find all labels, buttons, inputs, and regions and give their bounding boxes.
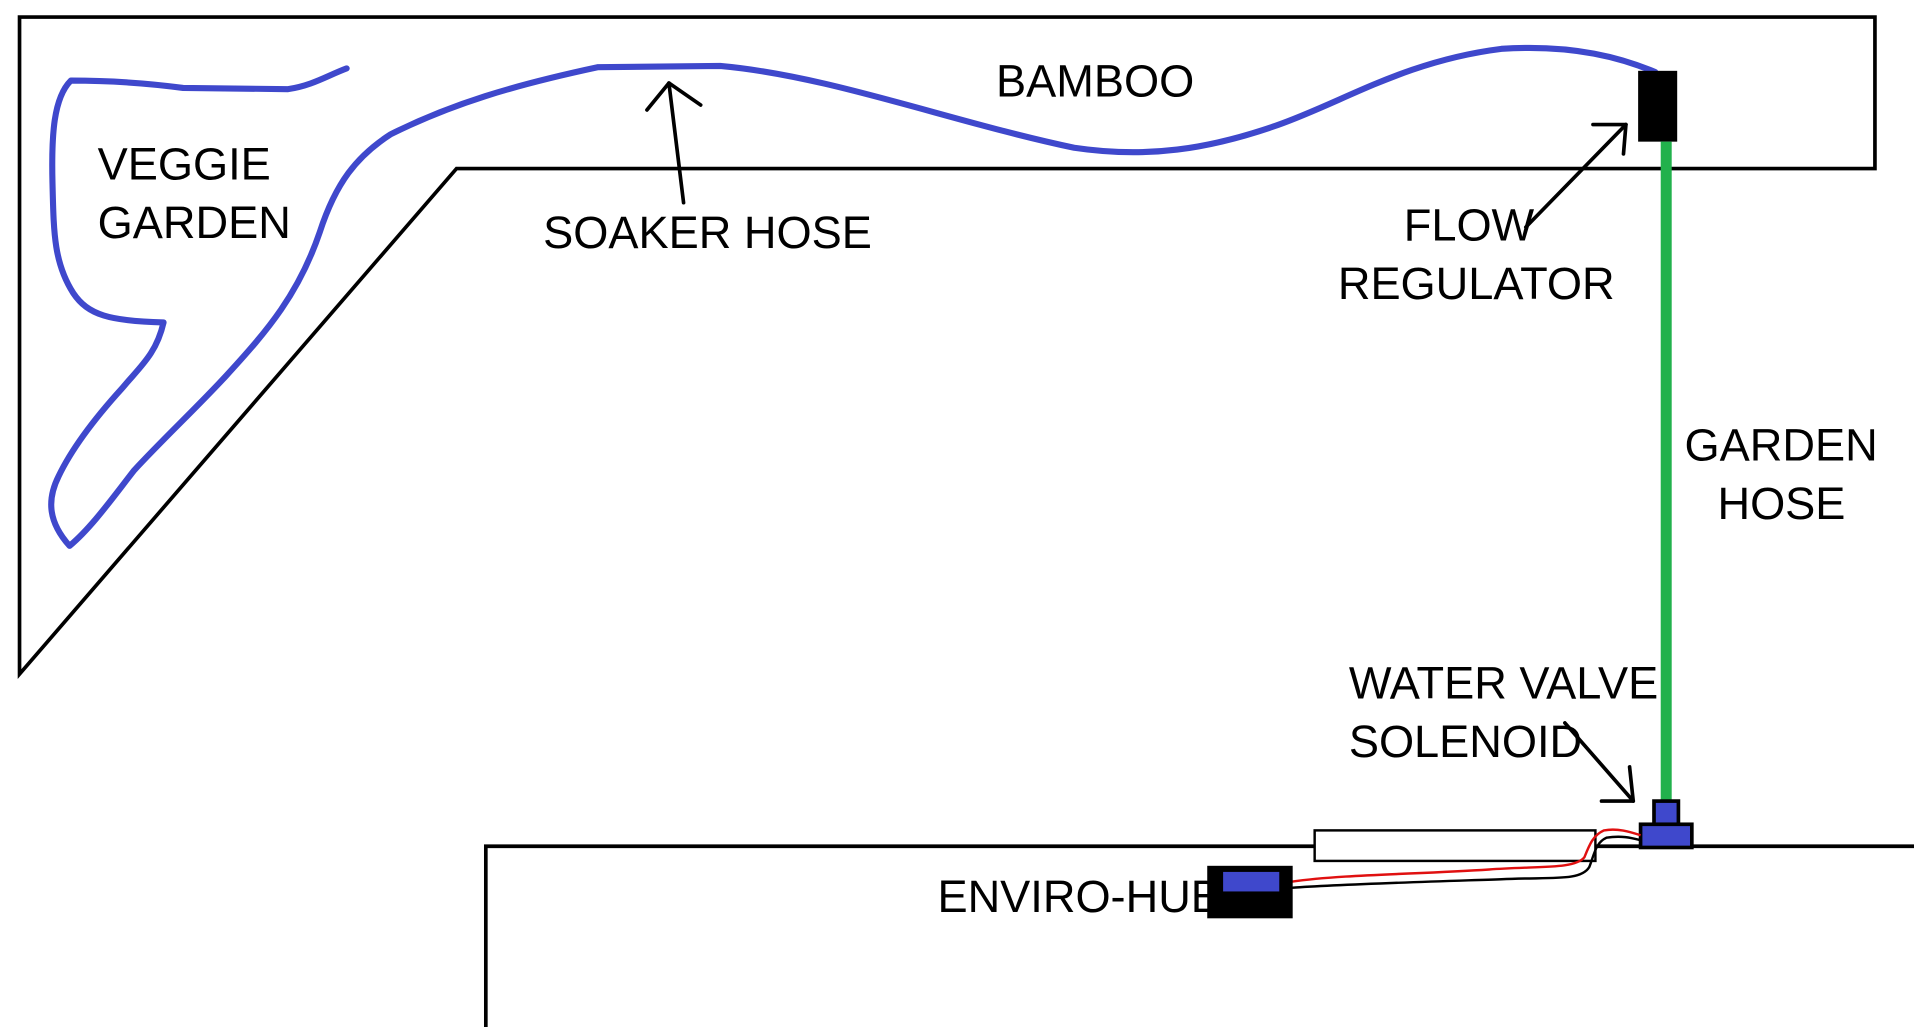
label-garden-hose-line2: HOSE [1717,478,1845,529]
label-soaker-hose: SOAKER HOSE [543,207,872,258]
flow-regulator-device [1638,70,1678,142]
label-enviro-hub: ENVIRO-HUB [937,871,1220,922]
label-garden-hose-line1: GARDEN [1685,419,1878,470]
label-water-valve-solenoid-line1: WATER VALVE [1349,657,1658,708]
label-veggie-garden-line2: GARDEN [98,197,291,248]
water-valve-solenoid-base [1638,822,1694,850]
soaker-hose-line [48,44,1659,549]
pipe-segment [1313,829,1597,863]
water-valve-solenoid-top [1652,799,1681,828]
arrow-water-valve-solenoid [1563,721,1636,803]
arrow-flow-regulator [1523,122,1628,229]
label-flow-regulator-line1: FLOW [1404,200,1535,251]
red-wire [1291,828,1641,883]
label-bamboo: BAMBOO [996,55,1194,106]
label-flow-regulator-line2: REGULATOR [1338,258,1615,309]
label-water-valve-solenoid-line2: SOLENOID [1349,716,1582,767]
garden-bed-outline [17,15,1877,680]
black-wire [1291,835,1641,890]
enviro-hub-accent [1223,871,1280,892]
label-veggie-garden-line1: VEGGIE [98,139,271,190]
arrow-soaker-hose [645,81,703,205]
